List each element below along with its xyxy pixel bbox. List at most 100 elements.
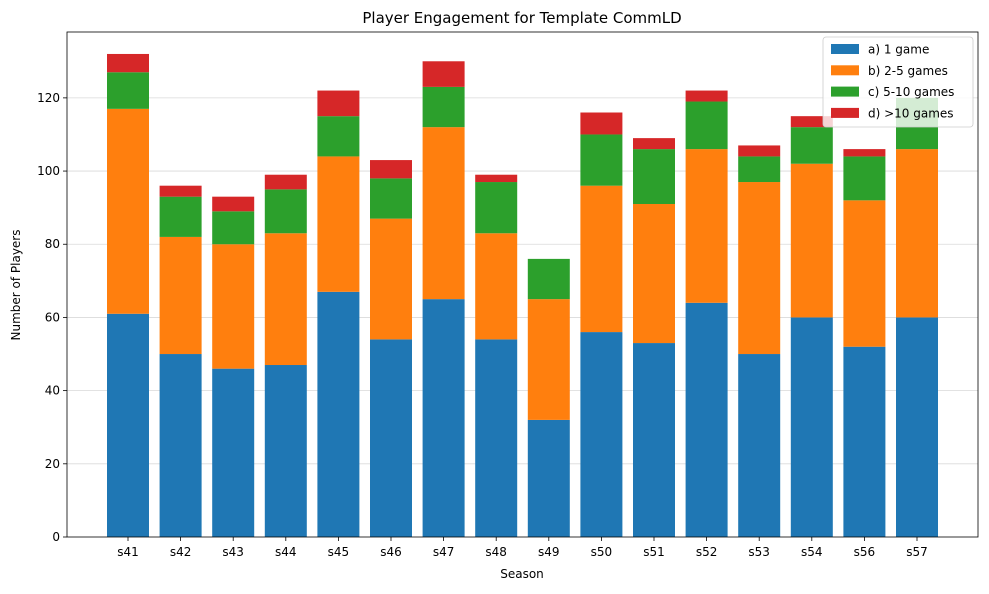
bar-segment <box>685 149 728 303</box>
x-tick-label: s51 <box>643 545 665 559</box>
y-tick-label: 20 <box>45 457 60 471</box>
bar-segment <box>896 149 938 318</box>
bar-segment <box>738 182 781 355</box>
bar-segment <box>107 108 149 314</box>
legend-label: b) 2-5 games <box>868 64 948 78</box>
x-tick-label: s56 <box>854 545 876 559</box>
bar-segment <box>843 156 886 201</box>
legend-label: a) 1 game <box>868 43 929 57</box>
bar-segment <box>159 196 202 237</box>
bar-segment <box>264 174 307 190</box>
bar-segment <box>475 339 518 537</box>
bar-segment <box>790 163 833 318</box>
y-tick-label: 40 <box>45 384 60 398</box>
y-tick-label: 120 <box>37 91 60 105</box>
bar-segment <box>685 302 728 537</box>
bar-segment <box>475 233 518 340</box>
bar-segment <box>370 218 412 340</box>
bars <box>107 53 938 537</box>
x-tick-label: s43 <box>222 545 244 559</box>
bar-segment <box>580 134 623 186</box>
legend: a) 1 game b) 2-5 games c) 5-10 games d) >10… <box>822 36 974 128</box>
x-tick-label: s42 <box>170 545 192 559</box>
bar-segment <box>317 156 360 292</box>
legend-box <box>822 36 974 128</box>
grid-lines <box>67 97 978 465</box>
bar-segment <box>843 149 886 157</box>
bar-segment <box>370 160 412 179</box>
bar-segment <box>685 101 728 150</box>
bar-segment <box>475 174 518 183</box>
bar-segment <box>264 189 307 234</box>
bar-segment <box>159 354 202 537</box>
bar-segment <box>107 313 149 537</box>
bar-segment <box>422 86 465 128</box>
bar-segment <box>212 368 255 537</box>
bar-segment <box>422 299 465 537</box>
x-tick-label: s50 <box>591 545 613 559</box>
y-tick-label: 80 <box>45 237 60 251</box>
legend-swatch <box>831 107 859 118</box>
x-axis-label: Season <box>500 567 544 581</box>
legend-swatch <box>831 44 859 54</box>
bar-segment <box>790 317 833 537</box>
y-tick-label: 0 <box>52 530 60 544</box>
bar-segment <box>422 127 465 300</box>
bar-segment <box>527 419 570 537</box>
y-tick-label: 60 <box>45 310 60 324</box>
bar-segment <box>633 149 675 204</box>
bar-segment <box>264 365 307 537</box>
x-tick-label: s48 <box>485 545 507 559</box>
bar-segment <box>580 185 623 333</box>
legend-label: c) 5-10 games <box>868 85 954 99</box>
bar-segment <box>633 343 675 537</box>
bar-segment <box>527 258 570 300</box>
bar-segment <box>422 61 465 87</box>
x-tick-label: s53 <box>748 545 770 559</box>
legend-swatch <box>831 86 859 97</box>
bar-segment <box>685 90 728 102</box>
bar-segment <box>738 156 781 183</box>
bar-segment <box>107 72 149 109</box>
bar-segment <box>317 116 360 157</box>
x-tick-label: s41 <box>117 545 139 559</box>
bar-segment <box>738 145 781 157</box>
bar-segment <box>159 236 202 355</box>
chart-title: Player Engagement for Template CommLD <box>362 9 681 27</box>
bar-segment <box>527 299 570 420</box>
bar-segment <box>790 127 833 164</box>
bar-segment <box>317 291 360 537</box>
bar-segment <box>580 112 623 135</box>
bar-segment <box>475 182 518 234</box>
bar-segment <box>896 317 938 537</box>
bar-segment <box>212 244 255 369</box>
x-tick-label: s54 <box>801 545 823 559</box>
bar-segment <box>212 196 255 212</box>
bar-segment <box>159 185 202 197</box>
x-tick-label: s45 <box>328 545 350 559</box>
x-tick-label: s46 <box>380 545 402 559</box>
y-tick-label: 100 <box>37 164 60 178</box>
bar-segment <box>738 354 781 537</box>
bar-segment <box>843 200 886 347</box>
x-tick-label: s44 <box>275 545 297 559</box>
bar-segment <box>633 203 675 344</box>
bar-segment <box>370 178 412 219</box>
legend-label: d) >10 games <box>868 106 954 120</box>
bar-segment <box>212 211 255 245</box>
x-tick-label: s52 <box>696 545 718 559</box>
x-tick-label: s57 <box>906 545 928 559</box>
bar-segment <box>264 233 307 366</box>
axes: s41 s42 s43 s44 s45 s46 s47 s48 s49 s50 s51 s52 s53 s… <box>37 31 979 559</box>
legend-swatch <box>831 65 859 76</box>
x-tick-label: s49 <box>538 545 560 559</box>
bar-segment <box>370 339 412 537</box>
bar-segment <box>843 346 886 537</box>
x-tick-label: s47 <box>433 545 455 559</box>
bar-segment <box>790 116 833 128</box>
bar-segment <box>633 138 675 150</box>
plot-frame <box>66 31 979 538</box>
bar-segment <box>580 332 623 537</box>
